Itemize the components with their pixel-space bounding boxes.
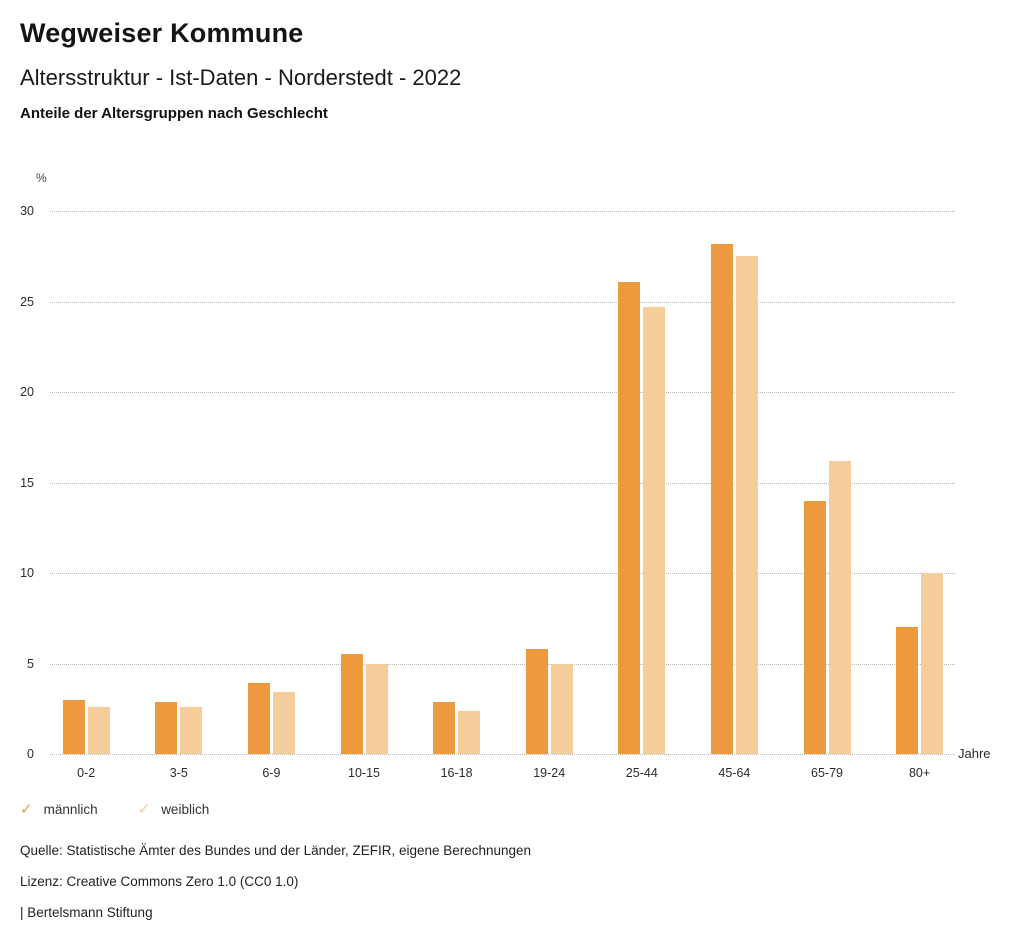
- bar-maennlich-0-2[interactable]: [62, 699, 85, 754]
- legend-label-maennlich: männlich: [43, 802, 98, 817]
- y-tick-label-5: 5: [27, 656, 34, 671]
- bar-maennlich-10-15[interactable]: [340, 654, 363, 754]
- y-tick-label-30: 30: [20, 204, 34, 218]
- bar-maennlich-80+[interactable]: [896, 627, 919, 754]
- y-tick-label-0: 0: [27, 747, 34, 761]
- bar-maennlich-3-5[interactable]: [155, 701, 178, 754]
- bar-group-19-24: [525, 649, 573, 754]
- x-tick-label-80+: 80+: [908, 766, 931, 780]
- checkmark-icon: ✓: [20, 801, 33, 818]
- page-title: Wegweiser Kommune: [20, 18, 304, 48]
- bar-group-25-44: [618, 281, 666, 754]
- x-tick-label-19-24: 19-24: [533, 766, 566, 780]
- bar-weiblich-6-9[interactable]: [272, 692, 295, 754]
- y-tick-label-25: 25: [20, 294, 34, 309]
- chart-legend: ✓ männlich ✓ weiblich: [20, 802, 209, 817]
- legend-item-weiblich[interactable]: ✓ weiblich: [138, 802, 210, 817]
- bar-group-3-5: [155, 701, 203, 754]
- license-text: Lizenz: Creative Commons Zero 1.0 (CC0 1…: [20, 874, 299, 889]
- x-tick-label-6-9: 6-9: [262, 766, 281, 780]
- y-tick-label-10: 10: [20, 566, 34, 580]
- bar-group-80+: [896, 573, 944, 754]
- chart-subtitle: Altersstruktur - Ist-Daten - Norderstedt…: [20, 65, 462, 90]
- bar-chart: % 0-2 3-5 6-9 10-15 16-18 19-24 25-44 45-64 65-7…: [0, 165, 1024, 790]
- x-tick-label-45-64: 45-64: [718, 766, 751, 780]
- bar-weiblich-80+[interactable]: [921, 573, 944, 754]
- bar-maennlich-19-24[interactable]: [525, 649, 548, 754]
- bar-weiblich-19-24[interactable]: [550, 663, 573, 754]
- bar-group-16-18: [433, 701, 481, 754]
- chart-heading: Anteile der Altersgruppen nach Geschlech…: [20, 105, 328, 122]
- x-axis-label: Jahre: [958, 746, 991, 761]
- legend-item-maennlich[interactable]: ✓ männlich: [20, 802, 98, 817]
- gridline-25: [50, 301, 955, 303]
- bar-group-0-2: [62, 699, 110, 754]
- bar-maennlich-65-79[interactable]: [803, 500, 826, 754]
- x-tick-label-3-5: 3-5: [169, 766, 188, 780]
- x-tick-label-10-15: 10-15: [348, 766, 380, 780]
- bar-weiblich-65-79[interactable]: [828, 460, 851, 754]
- bar-weiblich-3-5[interactable]: [180, 706, 203, 754]
- source-text: Quelle: Statistische Ämter des Bundes un…: [20, 843, 532, 858]
- bar-weiblich-16-18[interactable]: [458, 710, 481, 754]
- bar-maennlich-25-44[interactable]: [618, 281, 641, 754]
- checkmark-icon: ✓: [137, 801, 151, 818]
- bar-group-10-15: [340, 654, 388, 754]
- y-axis-unit-label: %: [36, 171, 47, 185]
- bar-group-65-79: [803, 460, 851, 754]
- bar-group-45-64: [710, 243, 758, 754]
- gridline-10: [50, 573, 955, 574]
- plot-area: [50, 211, 955, 755]
- attribution-text: | Bertelsmann Stiftung: [20, 905, 153, 920]
- x-tick-label-65-79: 65-79: [811, 766, 843, 780]
- x-tick-label-16-18: 16-18: [440, 766, 473, 780]
- gridline-15: [50, 482, 955, 484]
- bar-weiblich-10-15[interactable]: [365, 663, 388, 754]
- legend-label-weiblich: weiblich: [161, 802, 210, 817]
- gridline-0: [50, 754, 955, 755]
- x-tick-label-0-2: 0-2: [77, 766, 96, 780]
- bar-maennlich-6-9[interactable]: [247, 683, 270, 754]
- bar-weiblich-25-44[interactable]: [643, 306, 666, 754]
- gridline-5: [50, 663, 955, 665]
- y-tick-label-15: 15: [20, 475, 34, 490]
- bar-maennlich-45-64[interactable]: [710, 243, 733, 754]
- bar-weiblich-45-64[interactable]: [735, 256, 758, 754]
- y-tick-label-20: 20: [20, 385, 34, 399]
- gridline-20: [50, 392, 955, 393]
- bar-group-6-9: [247, 683, 295, 754]
- x-tick-label-25-44: 25-44: [625, 766, 658, 780]
- gridline-30: [50, 211, 955, 212]
- bar-maennlich-16-18[interactable]: [433, 701, 456, 754]
- bar-weiblich-0-2[interactable]: [87, 706, 110, 754]
